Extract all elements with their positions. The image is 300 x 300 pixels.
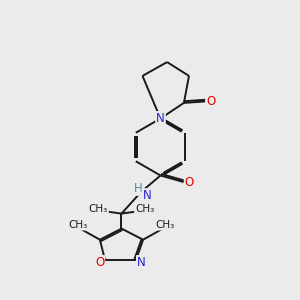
Text: N: N [142,189,152,202]
Text: N: N [137,256,146,269]
Text: CH₃: CH₃ [89,204,108,214]
Text: O: O [95,256,104,269]
Text: H: H [134,182,143,195]
Text: CH₃: CH₃ [135,204,154,214]
Text: N: N [156,112,165,125]
Text: CH₃: CH₃ [68,220,88,230]
Text: CH₃: CH₃ [155,220,175,230]
Text: O: O [206,95,215,108]
Text: O: O [185,176,194,189]
